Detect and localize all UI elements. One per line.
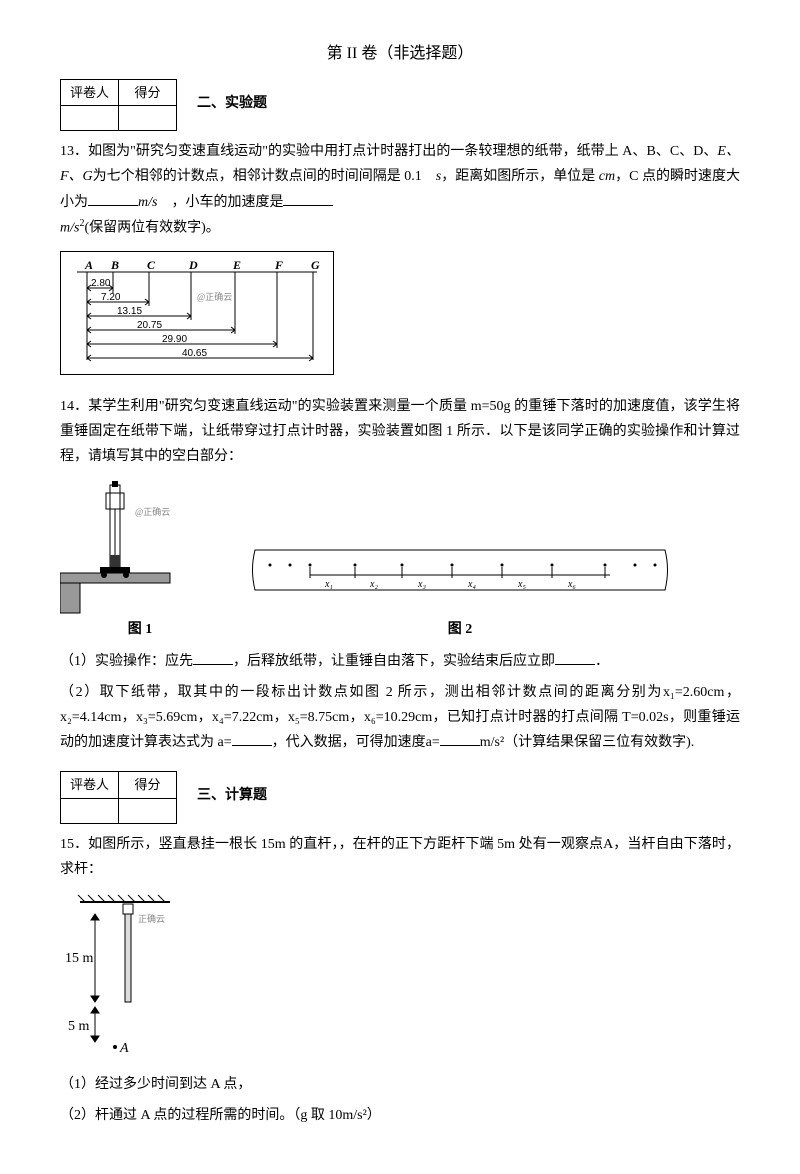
q15-figure: 15 m 5 m A 正确云 xyxy=(60,892,740,1062)
d6: 40.65 xyxy=(182,348,207,359)
fig2-label: 图 2 xyxy=(250,617,670,642)
grader-col2: 得分 xyxy=(119,772,177,798)
pt-E: E xyxy=(232,258,241,272)
q13-num: 13． xyxy=(60,144,88,159)
d2: 7.20 xyxy=(101,292,121,303)
fig1-label: 图 1 xyxy=(60,617,220,642)
q13-text: 13．如图为"研究匀变速直线运动"的实验中用打点计时器打出的一条较理想的纸带，纸… xyxy=(60,139,740,240)
q14-p1: （1）实验操作：应先 ，后释放纸带，让重锤自由落下，实验结束后应立即 ． xyxy=(60,649,740,674)
pt-C: C xyxy=(147,258,156,272)
q13-u2: m/s xyxy=(60,220,79,235)
q14-t1: 某学生利用"研究匀变速直线运动"的实验装置来测量一个质量 m=50g 的重锤下落… xyxy=(60,399,740,464)
q15-p1: （1）经过多少时间到达 A 点， xyxy=(60,1072,740,1097)
q15-text: 15．如图所示，竖直悬挂一根长 15m 的直杆，，在杆的正下方距杆下端 5m 处… xyxy=(60,832,740,882)
pt-A: A xyxy=(84,258,93,272)
fig2-wrap: x₁ x₂ x₃ x₄ x₅ x₆ 图 2 xyxy=(250,545,670,642)
watermark: @正确云 xyxy=(197,291,232,302)
d3: 13.15 xyxy=(117,306,142,317)
q15-p2: （2）杆通过 A 点的过程所需的时间。（g 取 10m/s²） xyxy=(60,1103,740,1128)
q14-p2b: ，代入数据，可得加速度a= xyxy=(272,735,440,750)
section-2-label: 二、实验题 xyxy=(197,79,267,116)
d1: 2.80 xyxy=(91,278,111,289)
d4: 20.75 xyxy=(137,320,162,331)
q14-blank3 xyxy=(232,731,272,746)
grader-blank xyxy=(61,106,119,131)
section-3-header: 评卷人 得分 三、计算题 xyxy=(60,771,740,823)
grader-col1: 评卷人 xyxy=(61,79,119,105)
q14-blank1 xyxy=(193,650,233,665)
q14-p2c: m/s²（计算结果保留三位有效数字). xyxy=(480,735,695,750)
q14-figures: @正确云 图 1 x₁ x₂ x₃ x₄ x₅ x₆ xyxy=(60,475,740,642)
section-3-label: 三、计算题 xyxy=(197,771,267,808)
q15-t1: 如图所示，竖直悬挂一根长 15m 的直杆，，在杆的正下方距杆下端 5m 处有一观… xyxy=(60,837,740,877)
q13-u1: m/s xyxy=(138,195,157,210)
q14-blank2 xyxy=(555,650,595,665)
x4: x₄ xyxy=(467,579,476,590)
volume-title: 第 II 卷（非选择题） xyxy=(60,40,740,69)
grader-blank xyxy=(61,798,119,823)
q13-cm: cm xyxy=(595,169,615,184)
rod-diagram: 15 m 5 m A 正确云 xyxy=(60,892,200,1062)
q13-blank2 xyxy=(283,191,333,206)
grader-blank xyxy=(119,798,177,823)
pointA: A xyxy=(119,1041,129,1056)
grader-col2: 得分 xyxy=(119,79,177,105)
len5: 5 m xyxy=(68,1019,90,1034)
q13-figure: A B C D E F G xyxy=(60,251,740,384)
len15: 15 m xyxy=(65,951,94,966)
pt-D: D xyxy=(188,258,198,272)
pt-B: B xyxy=(110,258,119,272)
section-2-header: 评卷人 得分 二、实验题 xyxy=(60,79,740,131)
tape-diagram: A B C D E F G xyxy=(67,258,327,368)
x2: x₂ xyxy=(369,579,378,590)
x5: x₅ xyxy=(517,579,526,590)
grader-col1: 评卷人 xyxy=(61,772,119,798)
q13-t3: 为七个相邻的计数点，相邻计数点间的时间间隔是 0.1 xyxy=(93,169,436,184)
q13-t1: 如图为"研究匀变速直线运动"的实验中用打点计时器打出的一条较理想的纸带，纸带上 … xyxy=(88,144,717,159)
q13-t8: ，小车的加速度是 xyxy=(157,195,283,210)
apparatus-diagram: @正确云 xyxy=(60,475,220,615)
q14-num: 14． xyxy=(60,399,88,414)
watermark: 正确云 xyxy=(138,913,165,924)
watermark: @正确云 xyxy=(135,506,170,517)
x6: x₆ xyxy=(567,579,576,590)
q13-t9: (保留两位有效数字)。 xyxy=(84,220,219,235)
q15-num: 15． xyxy=(60,837,88,852)
q13-blank1 xyxy=(88,191,138,206)
pt-G: G xyxy=(311,258,320,272)
fig1-wrap: @正确云 图 1 xyxy=(60,475,220,642)
grader-table: 评卷人 得分 xyxy=(60,79,177,131)
grader-table-2: 评卷人 得分 xyxy=(60,771,177,823)
x3: x₃ xyxy=(417,579,426,590)
pt-F: F xyxy=(274,258,283,272)
q14-p1b: ，后释放纸带，让重锤自由落下，实验结束后应立即 xyxy=(233,654,555,669)
d5: 29.90 xyxy=(162,334,187,345)
q14-p1c: ． xyxy=(595,654,609,669)
grader-blank xyxy=(119,106,177,131)
q13-t5: ，距离如图所示，单位是 xyxy=(441,169,595,184)
q14-p2: （2）取下纸带，取其中的一段标出计数点如图 2 所示，测出相邻计数点间的距离分别… xyxy=(60,680,740,756)
q14-p1a: （1）实验操作：应先 xyxy=(60,654,193,669)
q14-text: 14．某学生利用"研究匀变速直线运动"的实验装置来测量一个质量 m=50g 的重… xyxy=(60,394,740,470)
q14-blank4 xyxy=(440,731,480,746)
tape-diagram-2: x₁ x₂ x₃ x₄ x₅ x₆ xyxy=(250,545,670,615)
x1: x₁ xyxy=(324,579,333,590)
